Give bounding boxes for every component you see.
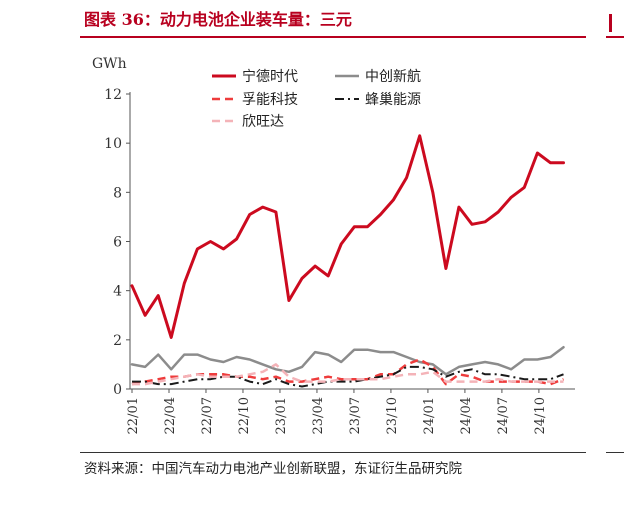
y-tick-label: 6	[113, 235, 122, 251]
x-tick-label: 24/07	[496, 397, 511, 434]
source-rule-adjacent	[606, 452, 624, 453]
source-note: 资料来源：中国汽车动力电池产业创新联盟，东证衍生品研究院	[84, 461, 462, 477]
y-axis-label: GWh	[92, 56, 127, 72]
y-tick-label: 12	[104, 87, 122, 103]
series-line-5	[132, 363, 564, 386]
adjacent-figure-edge	[609, 14, 612, 32]
x-tick-label: 22/04	[163, 397, 178, 434]
figure-title: 图表 36：动力电池企业装车量：三元	[84, 10, 352, 29]
legend-label-3: 孚能科技	[242, 92, 298, 108]
legend-label-1: 宁德时代	[242, 68, 298, 85]
series-line-4	[132, 365, 564, 388]
y-tick-label: 10	[104, 136, 122, 152]
series-line-1	[130, 134, 565, 339]
legend-label-2: 中创新航	[365, 69, 421, 85]
y-tick-label: 2	[113, 333, 122, 349]
x-tick-label: 22/10	[237, 397, 252, 434]
x-tick-label: 22/01	[126, 397, 141, 434]
x-tick-label: 23/10	[385, 397, 400, 434]
legend-label-5: 欣旺达	[242, 114, 284, 130]
x-tick-label: 23/01	[274, 397, 289, 434]
title-rule-adjacent	[606, 36, 624, 38]
y-tick-label: 4	[113, 284, 122, 300]
y-tick-label: 8	[113, 185, 122, 201]
source-rule	[80, 452, 586, 453]
x-tick-label: 24/04	[459, 397, 474, 434]
x-tick-label: 23/07	[348, 397, 363, 434]
title-rule	[80, 36, 586, 38]
series-line-2	[130, 345, 565, 376]
x-tick-label: 24/10	[533, 397, 548, 434]
x-tick-label: 23/04	[311, 397, 326, 434]
x-tick-label: 24/01	[422, 397, 437, 434]
legend-label-4: 蜂巢能源	[365, 92, 421, 108]
x-tick-label: 22/07	[200, 397, 215, 434]
y-tick-label: 0	[113, 382, 122, 398]
